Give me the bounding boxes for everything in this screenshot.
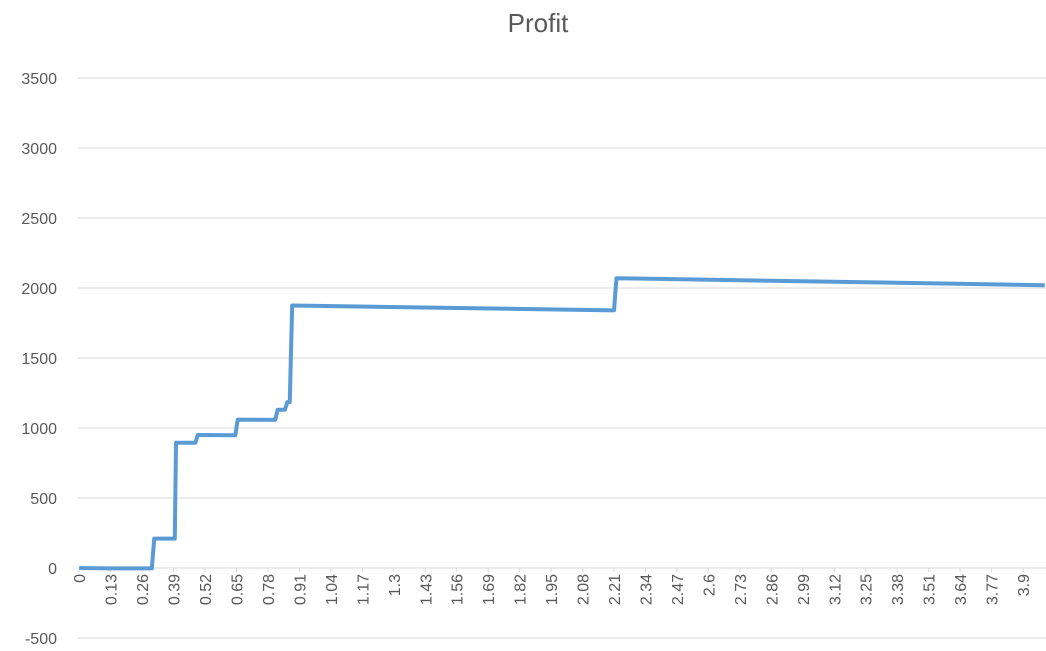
y-tick-label: -500 <box>25 631 57 648</box>
x-tick-label: 2.86 <box>764 574 781 605</box>
chart-title: Profit <box>508 8 569 38</box>
y-tick-label: 0 <box>48 561 57 578</box>
x-tick-label: 0 <box>72 574 89 583</box>
x-tick-label: 1.95 <box>544 574 561 605</box>
y-tick-label: 2000 <box>21 281 57 298</box>
y-tick-label: 3500 <box>21 71 57 88</box>
y-tick-label: 1500 <box>21 351 57 368</box>
x-tick-label: 2.73 <box>733 574 750 605</box>
x-tick-label: 0.39 <box>167 574 184 605</box>
x-tick-label: 3.64 <box>953 574 970 605</box>
x-tick-label: 2.21 <box>607 574 624 605</box>
x-tick-label: 1.82 <box>513 574 530 605</box>
x-tick-label: 0.13 <box>104 574 121 605</box>
x-tick-label: 1.04 <box>324 574 341 605</box>
x-tick-label: 2.08 <box>576 574 593 605</box>
x-tick-label: 1.3 <box>387 574 404 596</box>
x-tick-label: 1.17 <box>355 574 372 605</box>
x-tick-label: 0.65 <box>230 574 247 605</box>
x-tick-label: 1.56 <box>450 574 467 605</box>
line-series <box>79 276 1045 571</box>
y-tick-label: 1000 <box>21 421 57 438</box>
x-tick-label: 3.38 <box>890 574 907 605</box>
x-tick-label: 2.6 <box>701 574 718 596</box>
x-tick-label: 0.91 <box>292 574 309 605</box>
x-tick-label: 0.26 <box>135 574 152 605</box>
y-tick-label: 3000 <box>21 141 57 158</box>
x-tick-label: 2.99 <box>796 574 813 605</box>
x-tick-label: 0.52 <box>198 574 215 605</box>
x-tick-label: 2.34 <box>638 574 655 605</box>
x-tick-label: 3.25 <box>859 574 876 605</box>
x-tick-label: 1.43 <box>418 574 435 605</box>
y-tick-label: 500 <box>30 491 57 508</box>
x-tick-label: 2.47 <box>670 574 687 605</box>
y-tick-label: 2500 <box>21 211 57 228</box>
x-tick-label: 3.51 <box>922 574 939 605</box>
x-tick-label: 3.9 <box>1016 574 1033 596</box>
x-tick-label: 0.78 <box>261 574 278 605</box>
x-tick-label: 3.12 <box>827 574 844 605</box>
x-tick-label: 1.69 <box>481 574 498 605</box>
x-tick-label: 3.77 <box>985 574 1002 605</box>
